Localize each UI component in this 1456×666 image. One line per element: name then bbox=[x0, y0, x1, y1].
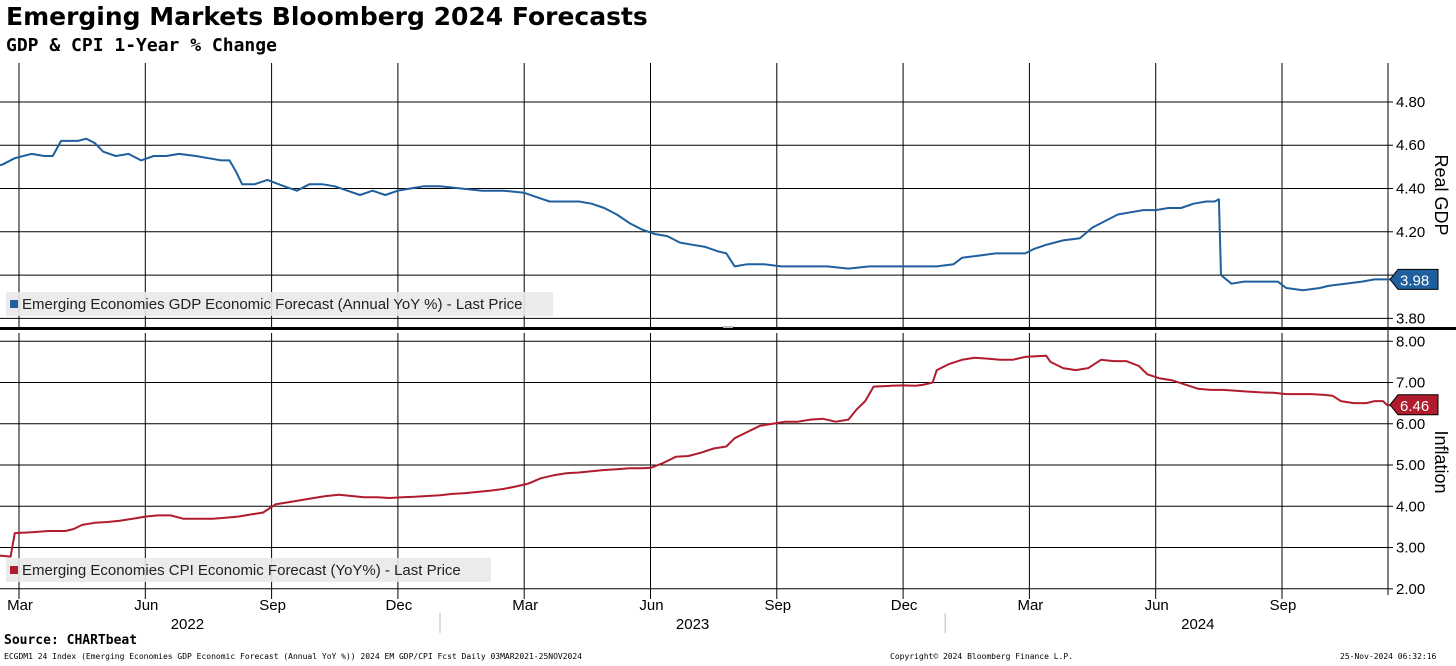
footer-description: ECGDM1 24 Index (Emerging Economies GDP … bbox=[4, 652, 582, 661]
cpi-legend-label: Emerging Economies CPI Economic Forecast… bbox=[22, 562, 461, 579]
x-tick-label: Mar bbox=[7, 597, 33, 614]
cpi-tick-label: 5.00 bbox=[1396, 457, 1425, 474]
cpi-series-line bbox=[0, 354, 1400, 558]
gdp-last-value: 3.98 bbox=[1400, 272, 1429, 289]
gdp-tick-label: 4.60 bbox=[1396, 137, 1425, 154]
cpi-tick-label: 7.00 bbox=[1396, 375, 1425, 392]
gdp-legend-swatch bbox=[10, 300, 18, 308]
year-label: 2023 bbox=[676, 616, 709, 633]
cpi-tick-label: 8.00 bbox=[1396, 333, 1425, 350]
grid-layer bbox=[0, 63, 1456, 633]
x-tick-label: Mar bbox=[512, 597, 538, 614]
cpi-tick-label: 6.00 bbox=[1396, 416, 1425, 433]
cpi-last-value-tag bbox=[1389, 394, 1439, 416]
source-note: Source: CHARTbeat bbox=[4, 633, 138, 648]
gdp-last-value-tag bbox=[1389, 268, 1439, 290]
x-tick-label: Mar bbox=[1017, 597, 1043, 614]
page-subtitle: GDP & CPI 1-Year % Change bbox=[6, 35, 277, 56]
x-tick-label: Sep bbox=[1270, 597, 1297, 614]
x-tick-label: Dec bbox=[891, 597, 918, 614]
year-label: 2022 bbox=[171, 616, 204, 633]
cpi-tick-label: 3.00 bbox=[1396, 540, 1425, 557]
x-tick-label: Sep bbox=[764, 597, 791, 614]
x-tick-label: Jun bbox=[1145, 597, 1169, 614]
x-tick-label: Jun bbox=[134, 597, 158, 614]
cpi-legend-swatch bbox=[10, 566, 18, 574]
gdp-tick-label: 4.20 bbox=[1396, 224, 1425, 241]
cpi-tick-label: 2.00 bbox=[1396, 581, 1425, 598]
gdp-tick-label: 3.80 bbox=[1396, 310, 1425, 327]
gdp-legend-box bbox=[6, 292, 553, 316]
series-layer bbox=[0, 137, 1400, 558]
footer-copyright: Copyright© 2024 Bloomberg Finance L.P. bbox=[890, 652, 1074, 661]
cpi-axis-title: Inflation bbox=[1431, 430, 1451, 493]
cpi-tick-label: 4.00 bbox=[1396, 498, 1425, 515]
cpi-last-value: 6.46 bbox=[1400, 398, 1429, 415]
label-layer: 3.804.004.204.404.604.802.003.004.005.00… bbox=[6, 94, 1451, 633]
x-tick-label: Dec bbox=[386, 597, 413, 614]
cpi-legend-box bbox=[6, 558, 491, 582]
x-tick-label: Sep bbox=[259, 597, 286, 614]
gdp-legend-label: Emerging Economies GDP Economic Forecast… bbox=[22, 296, 523, 313]
year-label: 2024 bbox=[1181, 616, 1214, 633]
page-title: Emerging Markets Bloomberg 2024 Forecast… bbox=[6, 2, 648, 31]
gdp-tick-label: 4.40 bbox=[1396, 181, 1425, 198]
gdp-series-line bbox=[0, 137, 1400, 292]
panel-splitter-handle bbox=[723, 326, 733, 328]
gdp-tick-label: 4.80 bbox=[1396, 94, 1425, 111]
x-tick-label: Jun bbox=[639, 597, 663, 614]
footer-timestamp: 25-Nov-2024 06:32:16 bbox=[1340, 652, 1437, 661]
gdp-axis-title: Real GDP bbox=[1431, 154, 1451, 235]
